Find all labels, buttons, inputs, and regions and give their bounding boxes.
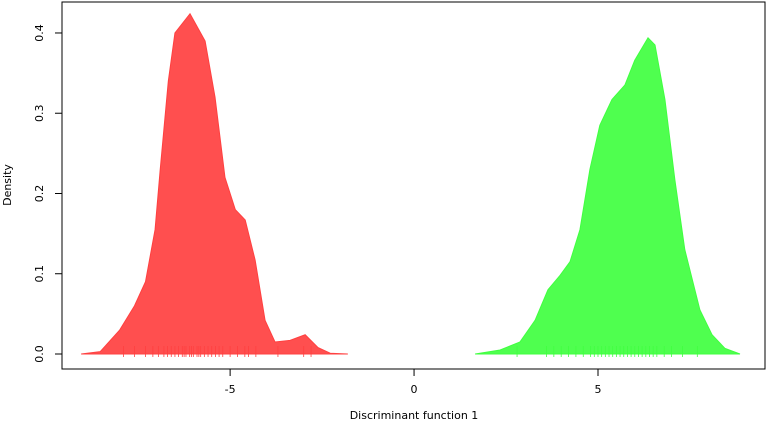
y-tick-label: 0.0 xyxy=(33,345,46,363)
x-tick-label: 5 xyxy=(594,383,601,396)
density-area xyxy=(81,12,348,355)
x-tick-label: 0 xyxy=(411,383,418,396)
x-axis-label: Discriminant function 1 xyxy=(350,409,479,422)
y-tick-label: 0.2 xyxy=(33,185,46,203)
y-tick-label: 0.4 xyxy=(33,24,46,42)
density-area xyxy=(475,36,741,355)
x-tick-label: -5 xyxy=(225,383,236,396)
y-tick-label: 0.3 xyxy=(33,104,46,122)
y-tick-label: 0.1 xyxy=(33,265,46,283)
y-axis-label: Density xyxy=(1,164,14,206)
